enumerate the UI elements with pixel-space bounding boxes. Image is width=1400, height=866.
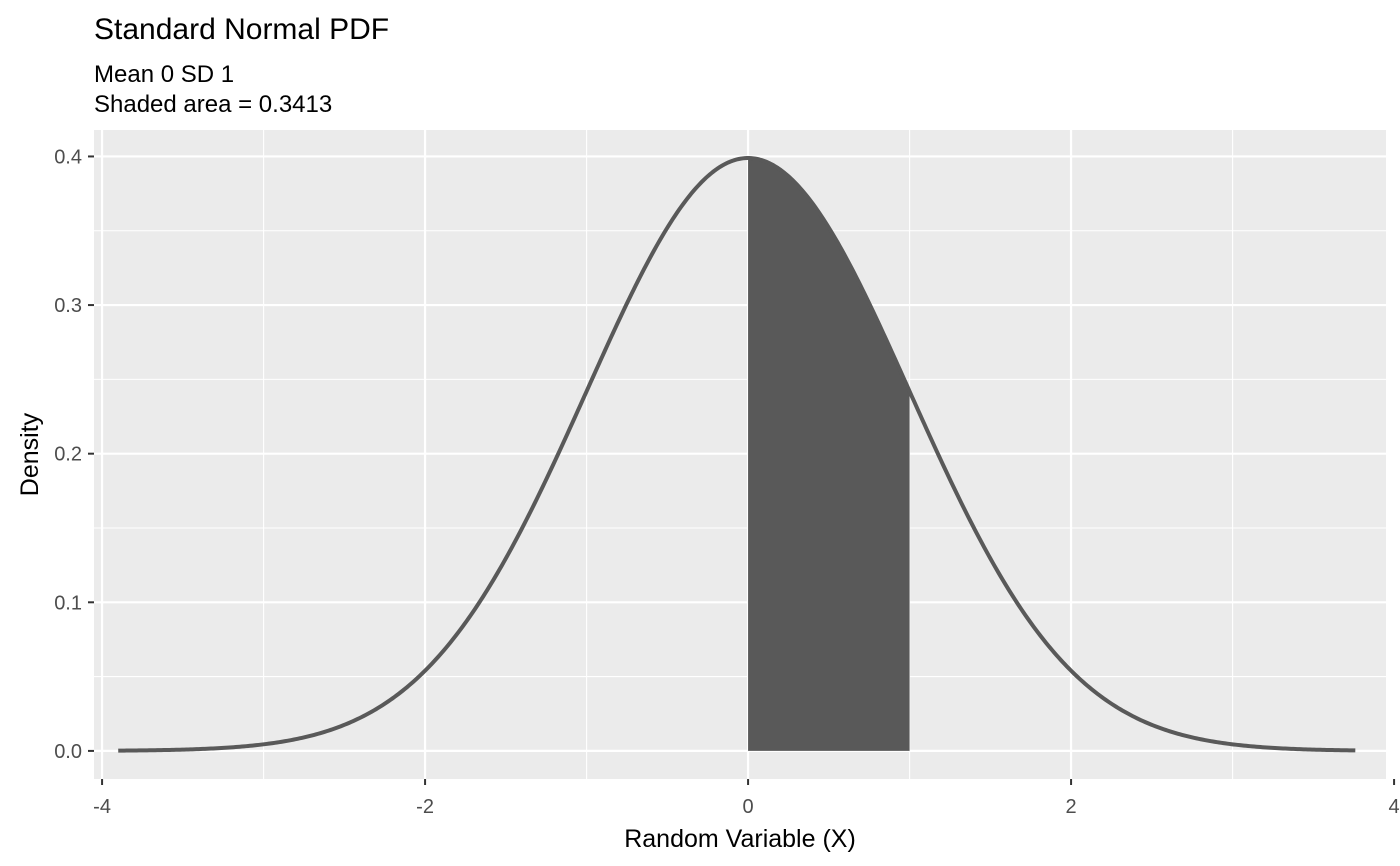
x-tick-label: 2 <box>1066 796 1077 818</box>
x-tick-label: -4 <box>93 796 111 818</box>
subtitle-line-2: Shaded area = 0.3413 <box>94 91 333 118</box>
chart-title: Standard Normal PDF <box>94 13 390 46</box>
y-tick-label: 0.1 <box>54 592 82 614</box>
y-axis: 0.0 0.1 0.2 0.3 0.4 <box>54 146 94 763</box>
y-tick-label: 0.4 <box>54 146 82 168</box>
x-axis: -4 -2 0 2 4 <box>93 779 1400 818</box>
x-tick-label: 0 <box>743 796 754 818</box>
x-axis-label: Random Variable (X) <box>624 825 856 853</box>
x-tick-label: -2 <box>416 796 434 818</box>
y-tick-label: 0.0 <box>54 741 82 763</box>
y-tick-label: 0.3 <box>54 295 82 317</box>
chart-subtitle: Mean 0 SD 1 Shaded area = 0.3413 <box>94 60 332 120</box>
x-tick-label: 4 <box>1389 796 1400 818</box>
density-curve <box>118 156 1356 753</box>
y-tick-label: 0.2 <box>54 444 82 466</box>
subtitle-line-1: Mean 0 SD 1 <box>94 61 235 88</box>
y-axis-label: Density <box>16 412 44 496</box>
